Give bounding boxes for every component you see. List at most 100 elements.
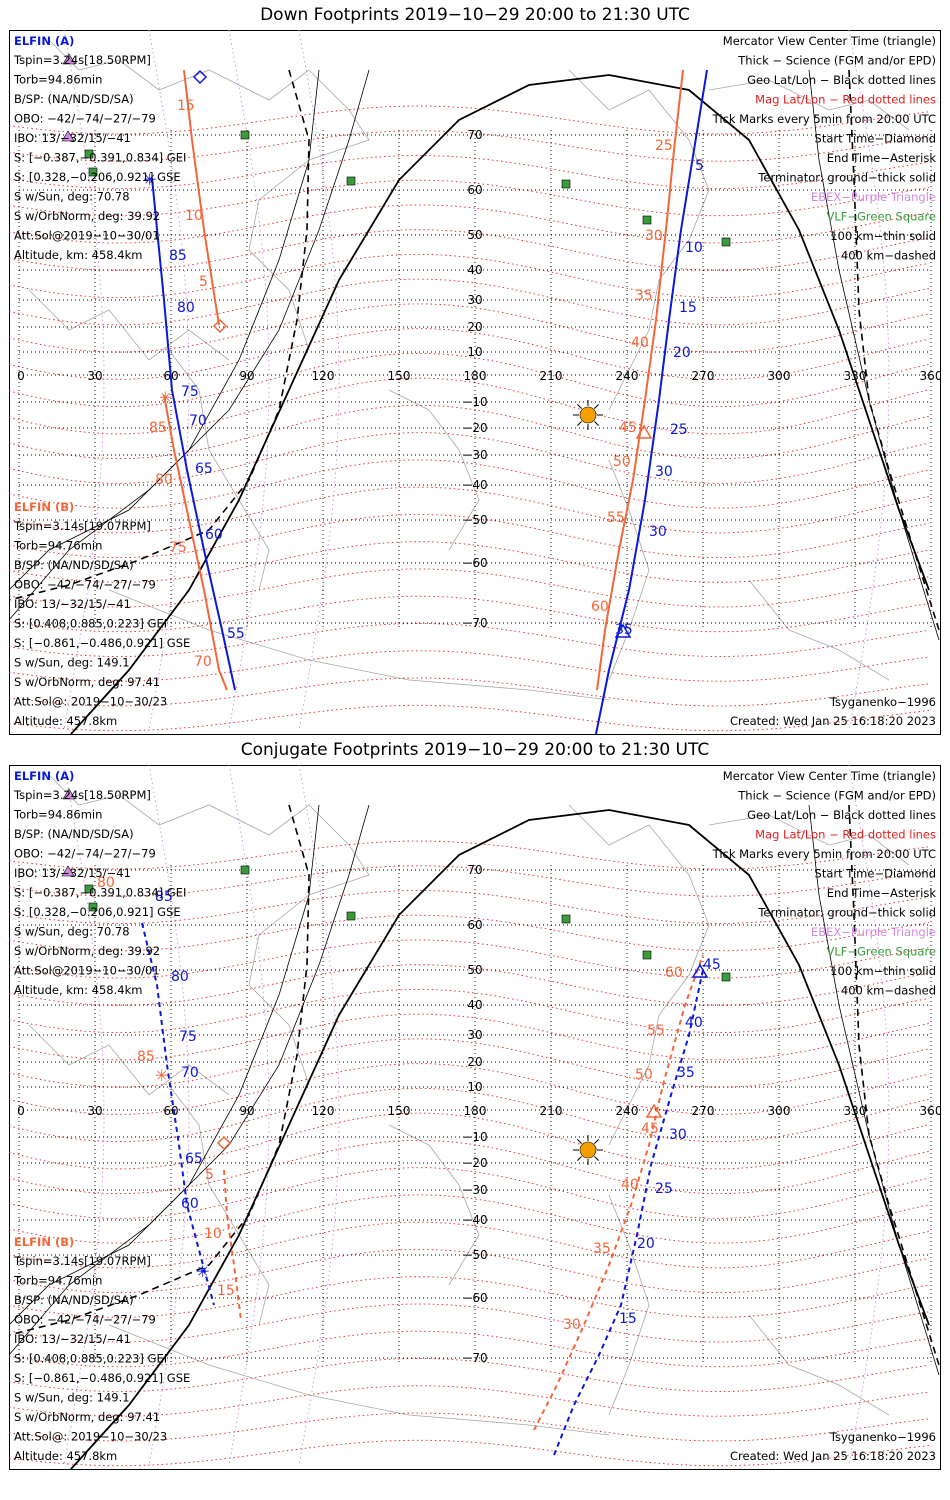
lat-label: 10 xyxy=(467,345,482,359)
terminator-ground xyxy=(70,809,930,1470)
elfin-a-track-east xyxy=(553,964,705,1456)
elfin-b-ticks-north: 15 10 5 xyxy=(177,98,208,290)
lat-label: −40 xyxy=(462,478,487,492)
elfin-b-info-line: S w/OrbNorm, deg: 97.41 xyxy=(14,675,160,689)
model-label: Tsyganenko−1996 xyxy=(829,695,936,709)
elfin-b-info-line: Att.Sol@: 2019−10−30/23 xyxy=(14,1430,167,1444)
geo-grid xyxy=(18,865,932,1365)
elfin-a-info-line: S: [0.328,−0.206,0.921] GSE xyxy=(14,905,181,919)
sun-ray xyxy=(594,1156,599,1161)
lat-label: −30 xyxy=(462,448,487,462)
coastline xyxy=(28,1024,230,1096)
elfin-a-info-line: B/SP: (NA/ND/SD/SA) xyxy=(14,92,134,106)
lat-labels: 70 60 50 40 30 20 10 −10 −20 −30 −40 −50 −60 −70 xyxy=(462,128,487,630)
sun-ray xyxy=(594,404,599,409)
lon-label: 60 xyxy=(163,1104,178,1118)
terminator-100km xyxy=(8,69,370,621)
track-tick-label: 45 xyxy=(703,957,721,973)
track-tick-label: 75 xyxy=(169,540,187,556)
terminator-100km xyxy=(8,804,370,1356)
lat-label: −20 xyxy=(462,421,487,435)
terminator-400km-east xyxy=(848,804,940,1366)
elfin-b-info-line: Torb=94.76min xyxy=(13,1274,102,1288)
track-tick-label: 20 xyxy=(637,1236,655,1252)
mag-lat-line xyxy=(8,650,930,682)
track-tick-label: 15 xyxy=(619,1311,637,1327)
ebex-purple-triangle xyxy=(62,788,76,800)
lon-labels: 0 30 60 90 120 150 180 210 240 270 300 330 360 xyxy=(17,369,942,383)
track-tick-label: 45 xyxy=(619,420,637,436)
coastline xyxy=(168,1084,270,1326)
track-tick-label: 10 xyxy=(204,1226,222,1242)
mag-lat-line xyxy=(8,278,930,326)
lon-label: 30 xyxy=(87,1104,102,1118)
lat-label: 30 xyxy=(467,293,482,307)
sun-disk xyxy=(579,406,597,424)
mag-lat-line xyxy=(8,623,930,657)
elfin-b-ticks-east: 30 35 40 45 50 55 60 xyxy=(563,965,683,1333)
mag-lat-line xyxy=(8,1439,930,1467)
elfin-b-track-east xyxy=(596,69,684,691)
terminator-400km xyxy=(8,69,940,631)
elfin-b-info-block: ELFIN (B) Tspin=3.14s[19.07RPM] Torb=94.76… xyxy=(13,1235,190,1463)
track-tick-label: 30 xyxy=(645,228,663,244)
lon-label: 240 xyxy=(616,369,639,383)
mag-lat-line xyxy=(8,1249,930,1293)
track-tick-label: 85 xyxy=(137,1049,155,1065)
lat-label: 10 xyxy=(467,1080,482,1094)
elfin-b-info-line: IBO: 13/−32/15/−41 xyxy=(14,1332,131,1346)
elfin-b-info-line: IBO: 13/−32/15/−41 xyxy=(14,597,131,611)
lat-label: 30 xyxy=(467,1028,482,1042)
track-tick-label: 5 xyxy=(199,274,208,290)
coastline xyxy=(168,349,270,591)
elfin-b-title: ELFIN (B) xyxy=(14,500,74,514)
lat-label: −50 xyxy=(462,513,487,527)
elfin-b-track-south xyxy=(163,394,228,691)
track-tick-label: 70 xyxy=(181,1065,199,1081)
conjugate-panel-title: Conjugate Footprints 2019−10−29 20:00 to… xyxy=(240,740,710,760)
elfin-b-start-diamond xyxy=(216,1135,232,1151)
conjugate-footprints-svg: 0 30 60 90 120 150 180 210 240 270 300 330 360706050… xyxy=(8,764,942,1470)
sun-ray xyxy=(594,1139,599,1144)
track-tick-label: 70 xyxy=(194,654,212,670)
elfin-b-center-triangle xyxy=(635,424,653,439)
mag-lat-line xyxy=(8,1276,930,1318)
mag-lon-line xyxy=(63,29,105,731)
elfin-a-track-east xyxy=(595,69,708,735)
elfin-b-track-west xyxy=(223,1169,242,1321)
elfin-a-info-line: OBO: −42/−74/−27/−79 xyxy=(14,112,156,126)
elfin-b-track-north xyxy=(183,69,220,326)
created-timestamp: Created: Wed Jan 25 16:18:20 2023 xyxy=(730,714,936,728)
terminator-100km-east xyxy=(808,804,940,1376)
elfin-b-info-line: Altitude: 457.8km xyxy=(14,1449,117,1463)
mag-lat-line xyxy=(8,964,930,1006)
track-tick-label: 35 xyxy=(635,288,653,304)
elfin-a-ticks-west: 60 65 70 75 80 85 xyxy=(155,889,203,1212)
elfin-a-ticks-east: 5 10 15 20 25 30 xyxy=(655,158,704,480)
legend-item: EBEX−Purple Triangle xyxy=(811,190,936,204)
elfin-a-info-block: ELFIN (A) Tspin=3.24s[18.50RPM] Torb=94.86… xyxy=(13,769,186,997)
lon-label: 210 xyxy=(540,369,563,383)
track-tick-label: 30 xyxy=(649,524,667,540)
track-tick-label: 25 xyxy=(655,138,673,154)
coastline xyxy=(748,579,890,681)
legend-item: Mercator View Center Time (triangle) xyxy=(723,34,936,48)
mag-lat-line xyxy=(8,1330,930,1368)
track-tick-label: 15 xyxy=(679,300,697,316)
elfin-b-info-line: S w/Sun, deg: 149.1 xyxy=(14,656,130,670)
elfin-b-info-line: S: [0.408,0.885,0.223] GEI xyxy=(14,617,167,631)
legend-item: Start Time−Diamond xyxy=(815,132,936,146)
track-tick-label: 65 xyxy=(185,1151,203,1167)
legend-item: 100 km−thin solid xyxy=(830,964,936,978)
sun-icon xyxy=(573,400,603,430)
mag-lat-line xyxy=(8,677,930,707)
elfin-a-start-diamond xyxy=(192,69,208,85)
elfin-b-info-line: S: [0.408,0.885,0.223] GEI xyxy=(14,1352,167,1366)
mag-lon-line xyxy=(228,29,270,731)
legend-item: End Time−Asterisk xyxy=(827,151,937,165)
elfin-b-start-diamond xyxy=(212,318,228,334)
track-tick-label: 15 xyxy=(177,98,195,114)
elfin-a-info-line: Tspin=3.24s[18.50RPM] xyxy=(13,53,151,67)
vlf-green-square xyxy=(346,911,356,921)
vlf-green-square xyxy=(240,865,250,875)
